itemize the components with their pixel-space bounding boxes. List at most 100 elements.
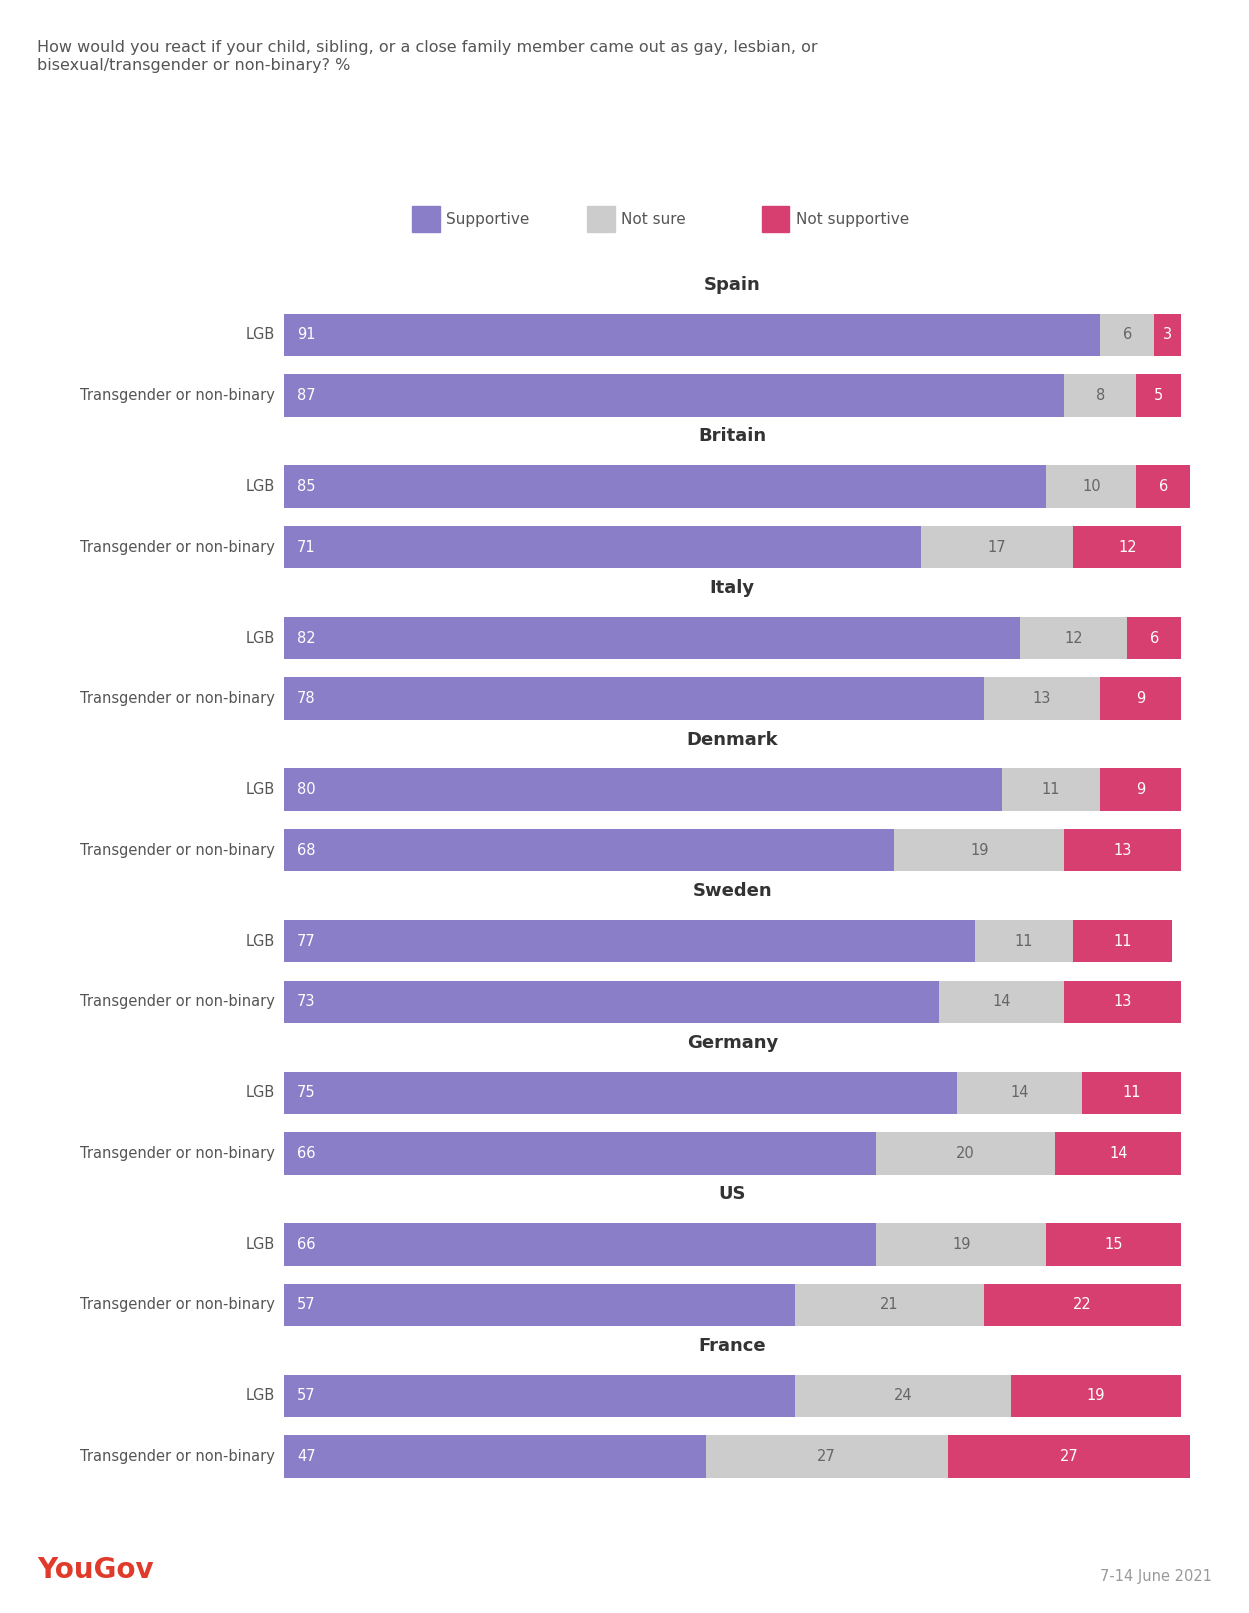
Text: 8: 8 — [1095, 389, 1105, 403]
Bar — [284, 313, 1100, 356]
Bar — [796, 1284, 984, 1326]
Bar — [984, 677, 1100, 719]
Text: Transgender or non-binary: Transgender or non-binary — [80, 842, 275, 858]
Text: 57: 57 — [297, 1297, 316, 1313]
Text: 27: 27 — [1059, 1448, 1078, 1465]
Bar — [1154, 313, 1182, 356]
Text: Denmark: Denmark — [687, 731, 778, 748]
Text: 10: 10 — [1082, 479, 1100, 494]
Text: 13: 13 — [1114, 994, 1132, 1010]
Text: 20: 20 — [957, 1145, 975, 1161]
Text: 11: 11 — [1123, 1086, 1142, 1100]
Bar — [1073, 919, 1172, 963]
Bar — [957, 1071, 1083, 1115]
Bar — [284, 526, 921, 568]
Text: LGB: LGB — [246, 782, 275, 797]
Text: 13: 13 — [1114, 842, 1132, 858]
Bar — [284, 677, 984, 719]
Bar — [1137, 465, 1190, 508]
Text: LGB: LGB — [246, 1086, 275, 1100]
Text: 85: 85 — [297, 479, 316, 494]
Text: Transgender or non-binary: Transgender or non-binary — [80, 690, 275, 706]
Text: 6: 6 — [1123, 327, 1132, 342]
Text: 68: 68 — [297, 842, 316, 858]
Bar — [1002, 768, 1100, 811]
Text: 14: 14 — [1010, 1086, 1029, 1100]
Bar — [948, 1436, 1190, 1478]
Bar — [1128, 616, 1182, 660]
Bar — [284, 1071, 957, 1115]
Bar — [984, 1284, 1182, 1326]
Text: LGB: LGB — [246, 1237, 275, 1252]
Bar — [1047, 1223, 1182, 1266]
Bar — [284, 616, 1019, 660]
Bar — [894, 829, 1064, 871]
Bar — [974, 919, 1073, 963]
Text: 66: 66 — [297, 1237, 316, 1252]
Text: 11: 11 — [1014, 934, 1033, 948]
Bar — [284, 919, 974, 963]
Bar — [284, 768, 1002, 811]
Text: LGB: LGB — [246, 934, 275, 948]
Text: US: US — [718, 1186, 746, 1203]
Bar — [1019, 616, 1128, 660]
Bar — [284, 374, 1064, 416]
Text: LGB: LGB — [246, 631, 275, 645]
Text: Sweden: Sweden — [693, 882, 772, 900]
Text: Transgender or non-binary: Transgender or non-binary — [80, 540, 275, 555]
Text: 11: 11 — [1042, 782, 1060, 797]
Text: 22: 22 — [1073, 1297, 1092, 1313]
Bar — [1055, 1132, 1182, 1174]
Bar — [1137, 374, 1182, 416]
Text: Not sure: Not sure — [621, 211, 686, 227]
Text: 87: 87 — [297, 389, 316, 403]
Bar — [921, 526, 1073, 568]
Bar — [796, 1374, 1010, 1418]
Text: 80: 80 — [297, 782, 316, 797]
Bar — [706, 1436, 948, 1478]
Text: France: France — [698, 1337, 766, 1355]
Bar — [1064, 981, 1182, 1023]
Text: 47: 47 — [297, 1448, 316, 1465]
Text: Transgender or non-binary: Transgender or non-binary — [80, 1448, 275, 1465]
Bar — [1100, 768, 1182, 811]
Text: 13: 13 — [1033, 690, 1052, 706]
Text: LGB: LGB — [246, 1389, 275, 1403]
Text: 21: 21 — [881, 1297, 899, 1313]
Text: 27: 27 — [817, 1448, 836, 1465]
Text: 14: 14 — [1109, 1145, 1128, 1161]
Text: 71: 71 — [297, 540, 316, 555]
Bar — [284, 829, 894, 871]
Text: 9: 9 — [1137, 782, 1145, 797]
Text: Supportive: Supportive — [446, 211, 530, 227]
Text: 73: 73 — [297, 994, 316, 1010]
Bar — [1100, 677, 1182, 719]
Bar — [939, 981, 1064, 1023]
Text: Transgender or non-binary: Transgender or non-binary — [80, 1297, 275, 1313]
Text: 3: 3 — [1163, 327, 1173, 342]
Text: 17: 17 — [988, 540, 1007, 555]
Bar — [876, 1223, 1047, 1266]
Text: 19: 19 — [1087, 1389, 1105, 1403]
Text: 15: 15 — [1104, 1237, 1123, 1252]
Text: 7-14 June 2021: 7-14 June 2021 — [1099, 1569, 1212, 1584]
Text: 78: 78 — [297, 690, 316, 706]
Text: 77: 77 — [297, 934, 316, 948]
Bar — [1064, 829, 1182, 871]
Text: Italy: Italy — [709, 579, 754, 597]
Text: 19: 19 — [970, 842, 988, 858]
Text: Transgender or non-binary: Transgender or non-binary — [80, 389, 275, 403]
Bar — [284, 1284, 796, 1326]
Bar — [1010, 1374, 1182, 1418]
Bar — [1047, 465, 1137, 508]
Bar — [284, 465, 1047, 508]
Bar — [1100, 313, 1154, 356]
Bar — [284, 981, 939, 1023]
Text: 14: 14 — [993, 994, 1010, 1010]
Text: LGB: LGB — [246, 479, 275, 494]
Bar — [284, 1132, 876, 1174]
Bar — [876, 1132, 1055, 1174]
Text: Transgender or non-binary: Transgender or non-binary — [80, 994, 275, 1010]
Text: Transgender or non-binary: Transgender or non-binary — [80, 1145, 275, 1161]
Text: Britain: Britain — [698, 427, 767, 445]
